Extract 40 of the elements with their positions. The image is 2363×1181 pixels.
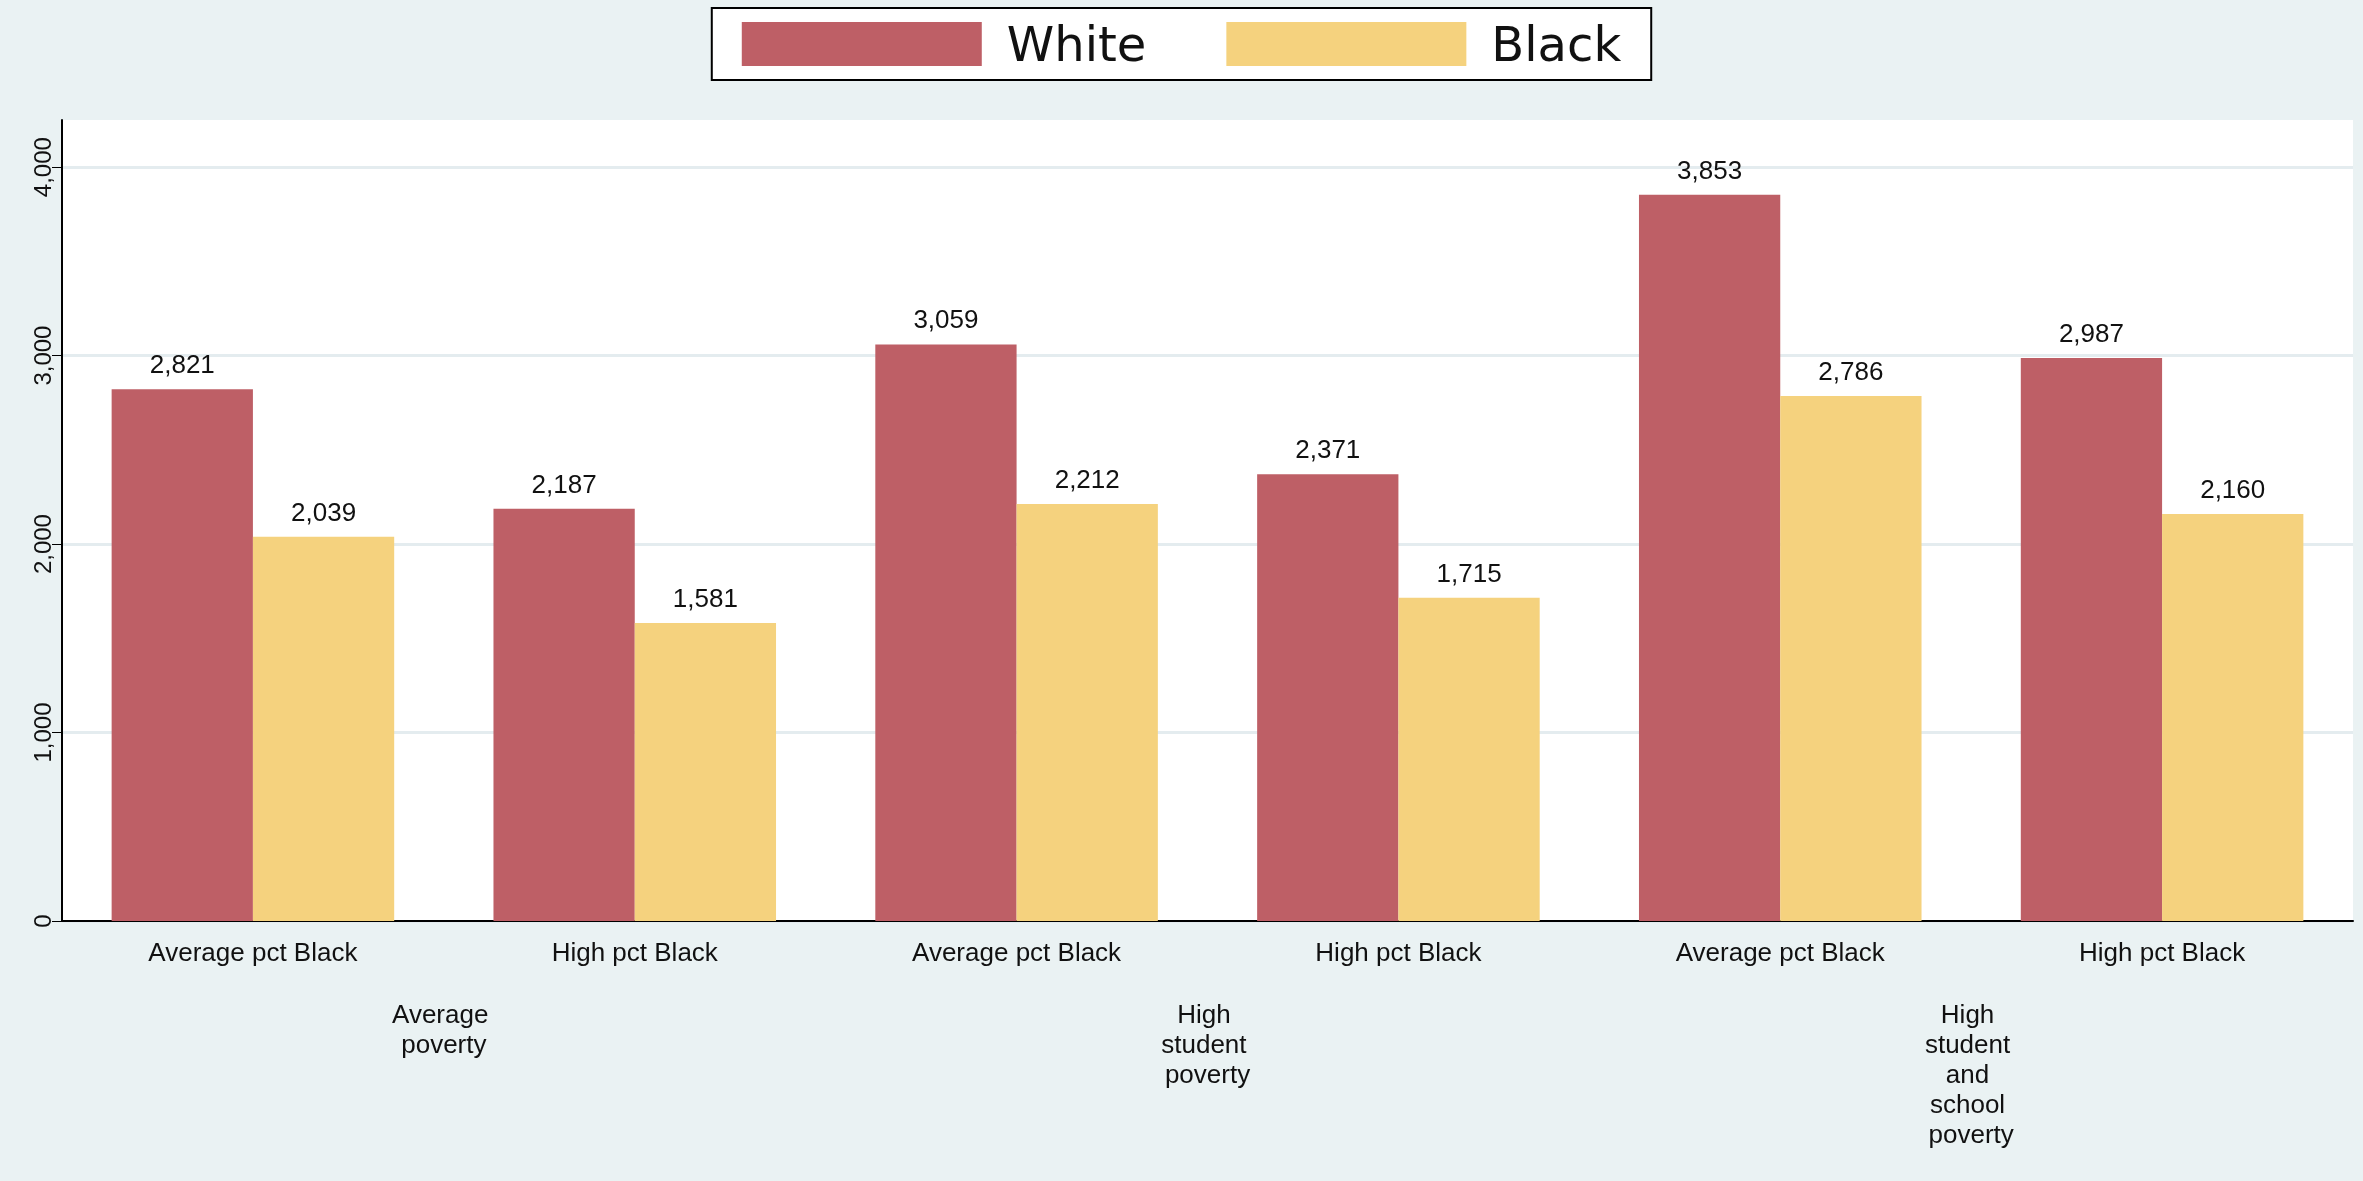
text: High student and school poverty [1924, 999, 2018, 1149]
data-label: 2,187 [531, 468, 597, 499]
text: Average poverty [392, 999, 496, 1059]
x-tick-label: High pct Black [1315, 937, 1483, 967]
bar [875, 344, 1017, 921]
data-label: 2,987 [2058, 318, 2124, 349]
data-label: 2,786 [1818, 355, 1884, 386]
y-tick-label: 0 [28, 914, 56, 928]
legend-label: White [1006, 16, 1147, 72]
bar [1016, 504, 1158, 921]
x-tick-label: Average pct Black [148, 937, 359, 967]
data-label: 2,821 [149, 349, 215, 380]
bar [2020, 358, 2163, 921]
y-tick-label: 4,000 [28, 137, 56, 198]
data-label: 2,160 [2200, 473, 2266, 504]
bar [1398, 597, 1540, 921]
bar [252, 536, 395, 921]
legend-label: Black [1491, 16, 1622, 72]
x-tick-label: High pct Black [2078, 937, 2247, 967]
bar [111, 389, 253, 921]
x-tick-label: Average pct Black [1675, 937, 1886, 967]
bar [1780, 395, 1922, 921]
data-label: 1,581 [672, 583, 738, 614]
bar [1257, 474, 1399, 921]
text: High student poverty [1161, 999, 1254, 1089]
data-label: 2,039 [291, 496, 357, 527]
y-tick-label: 2,000 [28, 514, 56, 575]
bar [493, 508, 635, 921]
data-label: 2,371 [1295, 434, 1361, 465]
bar [634, 623, 777, 921]
data-label: 3,059 [913, 304, 979, 335]
y-tick-label: 3,000 [28, 325, 56, 386]
bar [2162, 513, 2304, 921]
bar [1638, 194, 1781, 921]
y-tick-label: 1,000 [28, 702, 56, 763]
data-label: 2,212 [1054, 464, 1120, 495]
x-tick-label: High pct Black [551, 937, 719, 967]
data-label: 3,853 [1677, 154, 1743, 185]
x-tick-label: Average pct Black [912, 937, 1123, 967]
data-label: 1,715 [1436, 557, 1502, 588]
